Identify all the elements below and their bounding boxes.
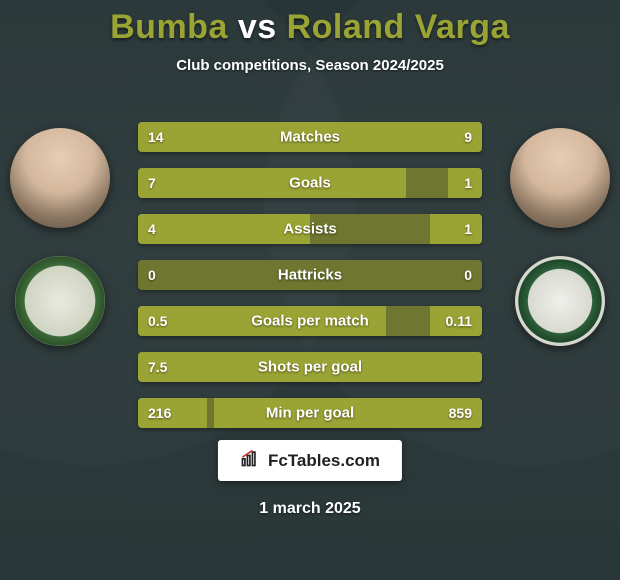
stat-bars: 149Matches 71Goals 41Assists 00Hattricks 0.5… [138, 122, 482, 444]
bar-left-fill [138, 214, 310, 244]
title-player1: Bumba [110, 8, 228, 46]
stat-bar: 216859Min per goal [138, 398, 482, 428]
bar-right-fill [344, 122, 482, 152]
bar-left-fill [138, 168, 406, 198]
title-player2: Roland Varga [287, 8, 510, 46]
player2-club-badge [515, 256, 605, 346]
stat-bar: 0.50.11Goals per match [138, 306, 482, 336]
player2-photo [510, 128, 610, 228]
title-vs: vs [238, 8, 277, 46]
stat-bar: 00Hattricks [138, 260, 482, 290]
date-text: 1 march 2025 [0, 500, 620, 518]
stat-bar: 7.5Shots per goal [138, 352, 482, 382]
stat-bar: 41Assists [138, 214, 482, 244]
page-title: Bumba vs Roland Varga [0, 0, 620, 47]
content: Bumba vs Roland Varga Club competitions,… [0, 0, 620, 580]
branding-badge: FcTables.com [218, 440, 402, 481]
player1-photo [10, 128, 110, 228]
stat-bar: 71Goals [138, 168, 482, 198]
bar-left-fill [138, 398, 207, 428]
bar-right-fill [214, 398, 482, 428]
comparison-card: Bumba vs Roland Varga Club competitions,… [0, 0, 620, 580]
bar-track [138, 260, 482, 290]
chart-icon [240, 448, 260, 473]
subtitle: Club competitions, Season 2024/2025 [0, 57, 620, 74]
stat-bar: 149Matches [138, 122, 482, 152]
bar-right-fill [430, 214, 482, 244]
branding-text: FcTables.com [268, 451, 380, 471]
bar-left-fill [138, 122, 344, 152]
bar-right-fill [430, 306, 482, 336]
bar-left-fill [138, 352, 482, 382]
bar-left-fill [138, 306, 386, 336]
player1-club-badge [15, 256, 105, 346]
bar-right-fill [448, 168, 482, 198]
